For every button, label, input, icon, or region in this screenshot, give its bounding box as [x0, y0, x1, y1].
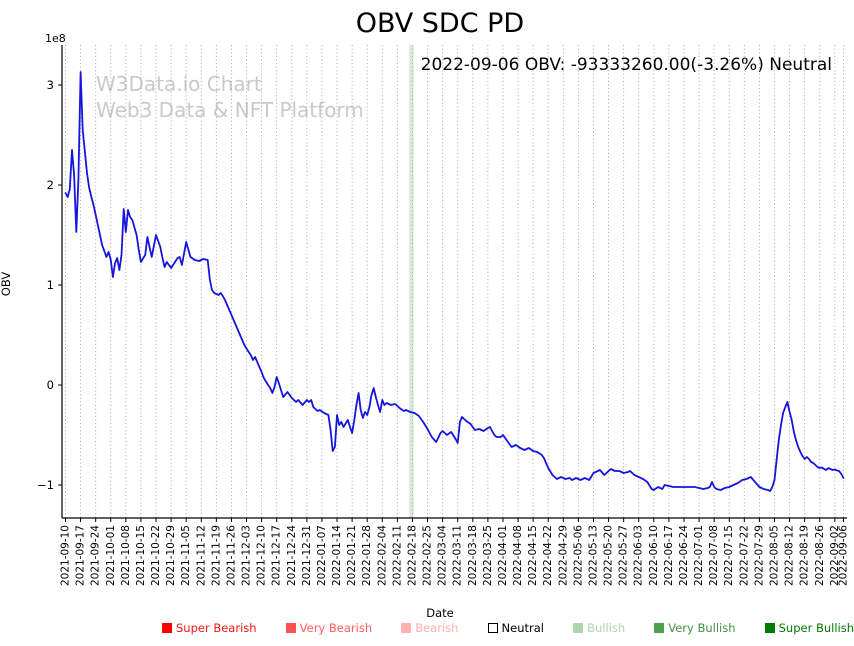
legend-label-very-bullish: Very Bullish [668, 621, 736, 635]
x-tick-label: 2022-09-06 [837, 525, 849, 586]
x-tick-label: 2022-01-28 [361, 525, 373, 586]
x-tick-label: 2021-10-01 [105, 525, 117, 586]
legend-item-neutral: Neutral [487, 621, 544, 635]
x-tick-label: 2022-04-08 [512, 525, 524, 586]
x-tick-label: 2022-07-08 [708, 525, 720, 586]
x-tick-label: 2022-09-02 [829, 525, 841, 586]
x-tick-label: 2022-02-25 [422, 525, 434, 586]
x-tick-label: 2021-12-31 [301, 525, 313, 586]
x-tick-label: 2022-04-15 [527, 525, 539, 586]
x-tick-label: 2022-07-29 [753, 525, 765, 586]
legend-item-super-bearish: Super Bearish [162, 621, 257, 635]
legend-swatch-very-bullish [654, 623, 665, 633]
x-tick-label: 2022-08-26 [814, 525, 826, 586]
highlight-band-bullish [409, 45, 414, 518]
legend-item-very-bearish: Very Bearish [285, 621, 373, 635]
legend-swatch-very-bearish [285, 623, 296, 633]
x-tick-label: 2021-10-15 [135, 525, 147, 586]
x-tick-label: 2022-08-05 [768, 525, 780, 586]
x-tick-label: 2022-04-29 [557, 525, 569, 586]
x-tick-label: 2022-03-18 [467, 525, 479, 586]
chart-title: OBV SDC PD [355, 8, 525, 39]
x-tick-label: 2021-11-19 [210, 525, 222, 586]
x-tick-label: 2022-07-15 [723, 525, 735, 586]
x-tick-label: 2022-02-11 [391, 525, 403, 586]
y-tick-label: 1 [47, 278, 54, 292]
x-tick-label: 2022-01-14 [331, 525, 343, 586]
x-tick-label: 2022-04-22 [542, 525, 554, 586]
legend-label-bullish: Bullish [587, 621, 626, 635]
legend-swatch-super-bearish [162, 623, 172, 633]
watermark-line-1: W3Data.io Chart [96, 72, 262, 96]
x-tick-label: 2022-06-24 [678, 525, 690, 586]
x-tick-label: 2022-04-01 [497, 525, 509, 586]
x-tick-label: 2022-06-17 [663, 525, 675, 586]
x-tick-label: 2021-10-08 [120, 525, 132, 586]
x-tick-label: 2022-08-19 [799, 525, 811, 586]
legend-item-bearish: Bearish [401, 621, 458, 635]
x-tick-label: 2022-05-27 [618, 525, 630, 586]
x-tick-label: 2021-11-26 [225, 525, 237, 586]
y-tick-label: 0 [47, 378, 54, 392]
y-tick-label: 2 [47, 178, 54, 192]
x-tick-label: 2022-01-07 [316, 525, 328, 586]
legend: Super Bearish Very Bearish Bearish Neutral B… [162, 620, 854, 636]
x-tick-label: 2021-12-10 [256, 525, 268, 586]
x-tick-label: 2021-10-22 [150, 525, 162, 586]
x-tick-label: 2022-07-22 [738, 525, 750, 586]
x-tick-label: 2021-11-12 [195, 525, 207, 586]
x-tick-label: 2022-07-01 [693, 525, 705, 586]
x-tick-label: 2022-02-04 [376, 525, 388, 586]
x-tick-label: 2022-08-12 [784, 525, 796, 586]
legend-swatch-neutral [487, 623, 498, 633]
x-tick-label: 2021-12-03 [241, 525, 253, 586]
legend-item-super-bullish: Super Bullish [764, 621, 854, 635]
x-tick-label: 2022-02-18 [406, 525, 418, 586]
x-axis-label: Date [426, 606, 454, 620]
x-tick-label: 2021-09-17 [75, 525, 87, 586]
x-tick-label: 2022-03-25 [482, 525, 494, 586]
y-tick-label: −1 [37, 478, 54, 492]
y-tick-label: 3 [47, 78, 54, 92]
legend-item-bullish: Bullish [573, 621, 625, 635]
obv-line [64, 71, 845, 492]
x-tick-label: 2022-03-04 [437, 525, 449, 586]
legend-label-bearish: Bearish [415, 621, 459, 635]
legend-label-neutral: Neutral [501, 621, 544, 635]
x-tick-label: 2022-06-03 [633, 525, 645, 586]
x-tick-label: 2022-01-21 [346, 525, 358, 586]
legend-swatch-bullish [573, 623, 584, 633]
legend-label-super-bullish: Super Bullish [778, 621, 854, 635]
legend-swatch-super-bullish [764, 623, 775, 633]
x-tick-label: 2021-11-05 [180, 525, 192, 586]
x-tick-label: 2021-09-10 [60, 525, 72, 586]
x-tick-label: 2021-12-17 [271, 525, 283, 586]
x-tick-label: 2022-06-10 [648, 525, 660, 586]
x-tick-label: 2021-12-24 [286, 525, 298, 586]
x-tick-label: 2022-03-11 [452, 525, 464, 586]
legend-item-very-bullish: Very Bullish [654, 621, 736, 635]
legend-label-very-bearish: Very Bearish [299, 621, 373, 635]
y-axis-offset-text: 1e8 [45, 32, 66, 45]
x-tick-label: 2022-05-06 [572, 525, 584, 586]
legend-label-super-bearish: Super Bearish [176, 621, 257, 635]
x-tick-label: 2021-09-24 [90, 525, 102, 586]
x-tick-label: 2022-05-13 [587, 525, 599, 586]
x-tick-label: 2021-10-29 [165, 525, 177, 586]
legend-swatch-bearish [401, 623, 412, 633]
x-tick-label: 2022-05-20 [603, 525, 615, 586]
